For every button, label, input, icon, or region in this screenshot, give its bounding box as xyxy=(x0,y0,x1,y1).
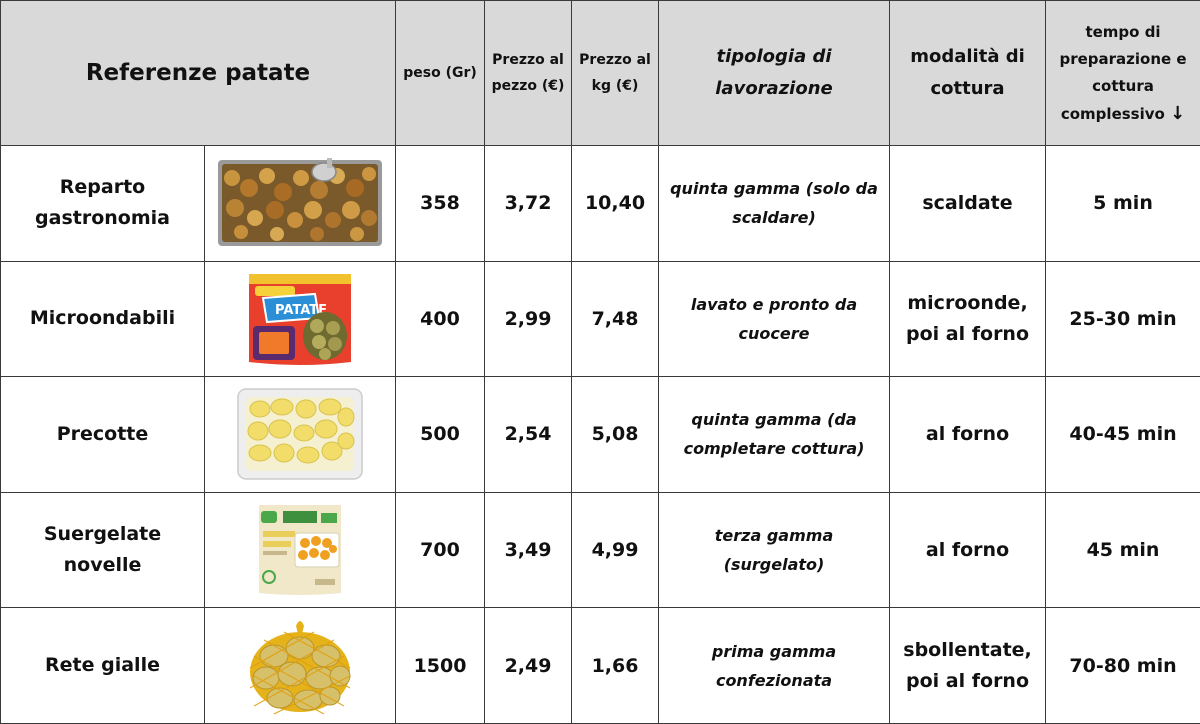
header-peso: peso (Gr) xyxy=(395,0,486,146)
row-name: Reparto gastronomia xyxy=(0,145,205,262)
row-peso: 358 xyxy=(395,145,486,262)
row-prezzo-pezzo: 3,72 xyxy=(484,145,573,262)
roasted-potatoes-tray-image xyxy=(203,145,397,262)
row-modalita: al forno xyxy=(889,491,1047,609)
row-prezzo-kg: 4,99 xyxy=(571,491,660,609)
row-name: Microondabili xyxy=(0,260,205,378)
frozen-potatoes-bag-image xyxy=(203,491,397,609)
table-row: Precotte 500 xyxy=(0,376,1200,493)
row-prezzo-kg: 1,66 xyxy=(571,607,660,724)
row-name: Rete gialle xyxy=(0,607,205,724)
row-tipologia: terza gamma (surgelato) xyxy=(658,491,891,609)
row-name: Suergelate novelle xyxy=(0,491,205,609)
row-tempo: 45 min xyxy=(1045,491,1200,609)
row-modalita: al forno xyxy=(889,376,1047,493)
precooked-potatoes-pack-image xyxy=(203,376,397,493)
row-tipologia: quinta gamma (solo da scaldare) xyxy=(658,145,891,262)
row-peso: 1500 xyxy=(395,607,486,724)
row-tipologia: lavato e pronto da cuocere xyxy=(658,260,891,378)
header-prezzo-pezzo: Prezzo al pezzo (€) xyxy=(484,0,573,146)
potato-net-bag-image xyxy=(203,607,397,724)
table-row: Reparto gastronomia xyxy=(0,145,1200,262)
row-modalita: scaldate xyxy=(889,145,1047,262)
row-peso: 400 xyxy=(395,260,486,378)
row-prezzo-pezzo: 3,49 xyxy=(484,491,573,609)
header-modalita: modalità di cottura xyxy=(889,0,1047,146)
row-tempo: 5 min xyxy=(1045,145,1200,262)
row-prezzo-kg: 7,48 xyxy=(571,260,660,378)
arrow-down-icon: ↓ xyxy=(1170,102,1186,124)
row-tipologia: quinta gamma (da completare cottura) xyxy=(658,376,891,493)
row-prezzo-pezzo: 2,99 xyxy=(484,260,573,378)
row-modalita: microonde, poi al forno xyxy=(889,260,1047,378)
table-row: Microondabili PATATE 400 2,99 xyxy=(0,260,1200,378)
row-prezzo-kg: 10,40 xyxy=(571,145,660,262)
row-prezzo-pezzo: 2,49 xyxy=(484,607,573,724)
header-tipologia: tipologia di lavorazione xyxy=(658,0,891,146)
row-name: Precotte xyxy=(0,376,205,493)
row-tempo: 70-80 min xyxy=(1045,607,1200,724)
row-tempo: 40-45 min xyxy=(1045,376,1200,493)
row-peso: 700 xyxy=(395,491,486,609)
header-tempo: tempo di preparazione e cottura complessivo… xyxy=(1045,0,1200,146)
header-title: Referenze patate xyxy=(0,0,397,146)
header-prezzo-kg: Prezzo al kg (€) xyxy=(571,0,660,146)
row-prezzo-pezzo: 2,54 xyxy=(484,376,573,493)
row-peso: 500 xyxy=(395,376,486,493)
header-row: Referenze patate peso (Gr) Prezzo al pezz… xyxy=(0,0,1200,146)
table-row: Rete gialle xyxy=(0,607,1200,724)
row-prezzo-kg: 5,08 xyxy=(571,376,660,493)
row-tipologia: prima gamma confezionata xyxy=(658,607,891,724)
row-tempo: 25-30 min xyxy=(1045,260,1200,378)
microwave-potato-bag-image: PATATE xyxy=(203,260,397,378)
table-row: Suergelate novelle xyxy=(0,491,1200,609)
svg-text:PATATE: PATATE xyxy=(275,303,327,318)
row-modalita: sbollentate, poi al forno xyxy=(889,607,1047,724)
